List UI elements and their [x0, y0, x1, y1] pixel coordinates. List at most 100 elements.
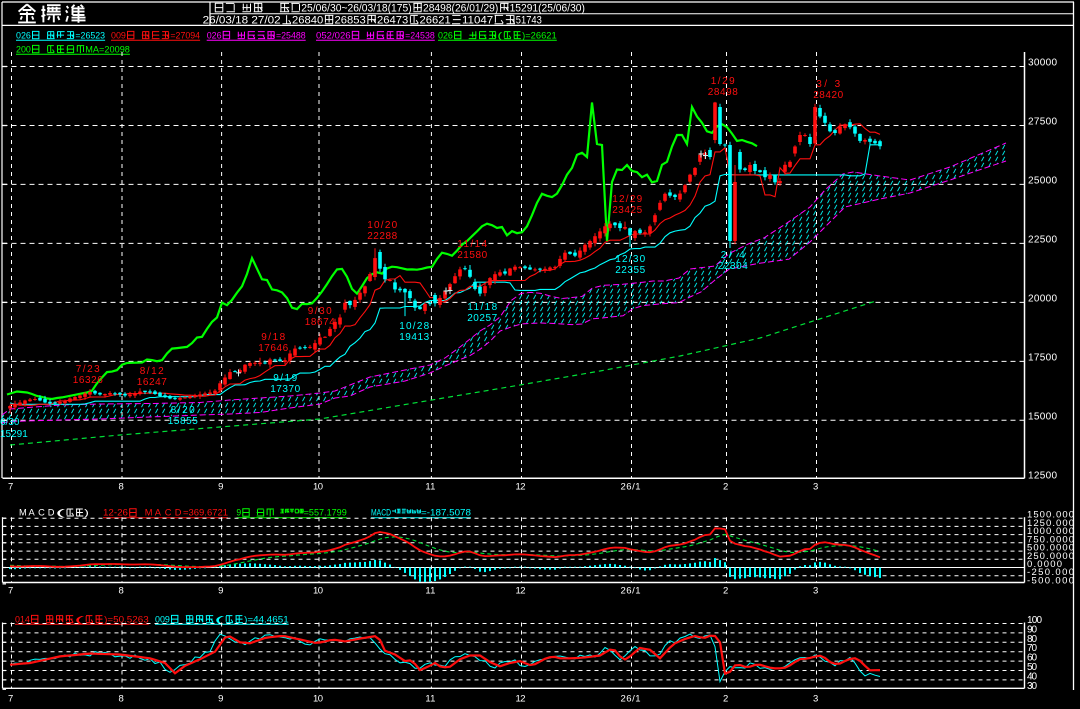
- svg-text:=-187.5078: =-187.5078: [421, 508, 471, 518]
- svg-text:16247: 16247: [137, 377, 167, 388]
- svg-text:C: C: [38, 508, 45, 518]
- svg-text:30: 30: [1027, 681, 1037, 692]
- svg-text:1500.000: 1500.000: [1027, 510, 1074, 521]
- svg-text:22288: 22288: [367, 231, 397, 242]
- svg-text:8: 8: [119, 586, 124, 597]
- svg-text:26/1: 26/1: [621, 482, 641, 493]
- svg-text:2: 2: [723, 586, 728, 597]
- svg-text:A: A: [155, 508, 162, 518]
- svg-text:500.0000: 500.0000: [1027, 543, 1074, 554]
- svg-text:11: 11: [425, 694, 435, 705]
- svg-text:51743: 51743: [516, 14, 542, 26]
- svg-text:70: 70: [1027, 643, 1037, 654]
- svg-text:28498: 28498: [708, 87, 738, 98]
- svg-text:26853: 26853: [335, 14, 366, 26]
- svg-text:1/29: 1/29: [711, 76, 735, 87]
- svg-text:12-26: 12-26: [103, 508, 128, 518]
- svg-text:026: 026: [16, 30, 31, 40]
- svg-text:9/30: 9/30: [308, 306, 332, 317]
- svg-text:)=44.4651: )=44.4651: [244, 614, 289, 624]
- svg-text:)=26621: )=26621: [522, 30, 557, 40]
- svg-text:60: 60: [1027, 653, 1037, 664]
- svg-text:3: 3: [813, 586, 818, 597]
- svg-text:15291(25/06/30): 15291(25/06/30): [510, 2, 585, 14]
- svg-text:28498(26/01/29): 28498(26/01/29): [423, 2, 498, 14]
- svg-text:8: 8: [119, 482, 124, 493]
- svg-text:12/29: 12/29: [612, 194, 642, 205]
- svg-text:=27094: =27094: [170, 30, 200, 40]
- svg-text:12/30: 12/30: [615, 254, 645, 265]
- svg-text:200: 200: [16, 44, 31, 54]
- svg-text:9: 9: [218, 482, 223, 493]
- svg-text:11/14: 11/14: [457, 239, 487, 250]
- svg-text:30000: 30000: [1028, 58, 1057, 69]
- svg-text:26/1: 26/1: [621, 694, 641, 705]
- svg-text:(: (: [74, 614, 87, 624]
- svg-text:11: 11: [425, 586, 435, 597]
- svg-text:10: 10: [313, 694, 323, 705]
- svg-text:009: 009: [111, 30, 126, 40]
- svg-text:28420: 28420: [813, 90, 843, 101]
- svg-text:7: 7: [8, 586, 13, 597]
- svg-text:20000: 20000: [1028, 293, 1057, 304]
- svg-text:M: M: [145, 508, 153, 518]
- svg-text:9: 9: [218, 694, 223, 705]
- svg-text:26840: 26840: [292, 14, 323, 26]
- svg-text:0.0000: 0.0000: [1027, 559, 1062, 570]
- svg-text:26/03/18 27/02: 26/03/18 27/02: [203, 14, 281, 26]
- svg-text:=26523: =26523: [75, 30, 105, 40]
- svg-text:=25488: =25488: [276, 30, 306, 40]
- svg-text:7: 7: [8, 694, 13, 705]
- svg-text:19413: 19413: [399, 332, 429, 343]
- svg-text:10/20: 10/20: [367, 220, 397, 231]
- svg-text:-500.000: -500.000: [1027, 575, 1074, 586]
- svg-text:2: 2: [723, 482, 728, 493]
- svg-text:20257: 20257: [467, 313, 497, 324]
- svg-text:25000: 25000: [1028, 175, 1057, 186]
- svg-text:22500: 22500: [1028, 234, 1057, 245]
- svg-text:21580: 21580: [457, 250, 487, 261]
- svg-text:2: 2: [723, 694, 728, 705]
- svg-text:7/23: 7/23: [76, 364, 100, 375]
- svg-text:250.0000: 250.0000: [1027, 551, 1074, 562]
- svg-text:100: 100: [1027, 615, 1042, 626]
- svg-text:26621: 26621: [420, 14, 451, 26]
- svg-text:1250.000: 1250.000: [1027, 518, 1074, 529]
- svg-text:750.0000: 750.0000: [1027, 534, 1074, 545]
- svg-text:15855: 15855: [168, 416, 198, 427]
- svg-text:27500: 27500: [1028, 117, 1057, 128]
- svg-text:009: 009: [155, 614, 170, 624]
- svg-text:D: D: [48, 508, 55, 518]
- svg-text:8/20: 8/20: [171, 405, 195, 416]
- svg-text:12: 12: [516, 482, 526, 493]
- svg-text:026: 026: [207, 30, 222, 40]
- svg-text:50: 50: [1027, 662, 1037, 673]
- svg-text:26/1: 26/1: [621, 586, 641, 597]
- svg-text:8: 8: [119, 694, 124, 705]
- svg-text:C: C: [165, 508, 172, 518]
- svg-text:12: 12: [516, 586, 526, 597]
- svg-text:MACD: MACD: [371, 508, 391, 518]
- svg-text:40: 40: [1027, 671, 1037, 682]
- svg-text:)=50.5263: )=50.5263: [104, 614, 149, 624]
- svg-text:9/19: 9/19: [273, 373, 297, 384]
- svg-text:D: D: [175, 508, 182, 518]
- svg-text:10/28: 10/28: [399, 321, 429, 332]
- svg-text:3: 3: [813, 694, 818, 705]
- svg-text:(: (: [214, 614, 227, 624]
- svg-text:11/18: 11/18: [467, 302, 497, 313]
- svg-text:A: A: [29, 508, 36, 518]
- svg-text:(: (: [56, 508, 68, 518]
- svg-text:22355: 22355: [615, 265, 645, 276]
- svg-text:18674: 18674: [305, 317, 335, 328]
- svg-text:16326: 16326: [73, 375, 103, 386]
- svg-text:-250.000: -250.000: [1027, 567, 1074, 578]
- svg-text:8/12: 8/12: [140, 366, 164, 377]
- svg-text:): ): [84, 508, 89, 518]
- svg-text:10: 10: [313, 586, 323, 597]
- svg-text:11047: 11047: [462, 14, 493, 26]
- svg-text:014: 014: [15, 614, 30, 624]
- svg-text:052/026: 052/026: [316, 30, 351, 40]
- svg-text:11: 11: [425, 482, 435, 493]
- svg-text:15000: 15000: [1028, 411, 1057, 422]
